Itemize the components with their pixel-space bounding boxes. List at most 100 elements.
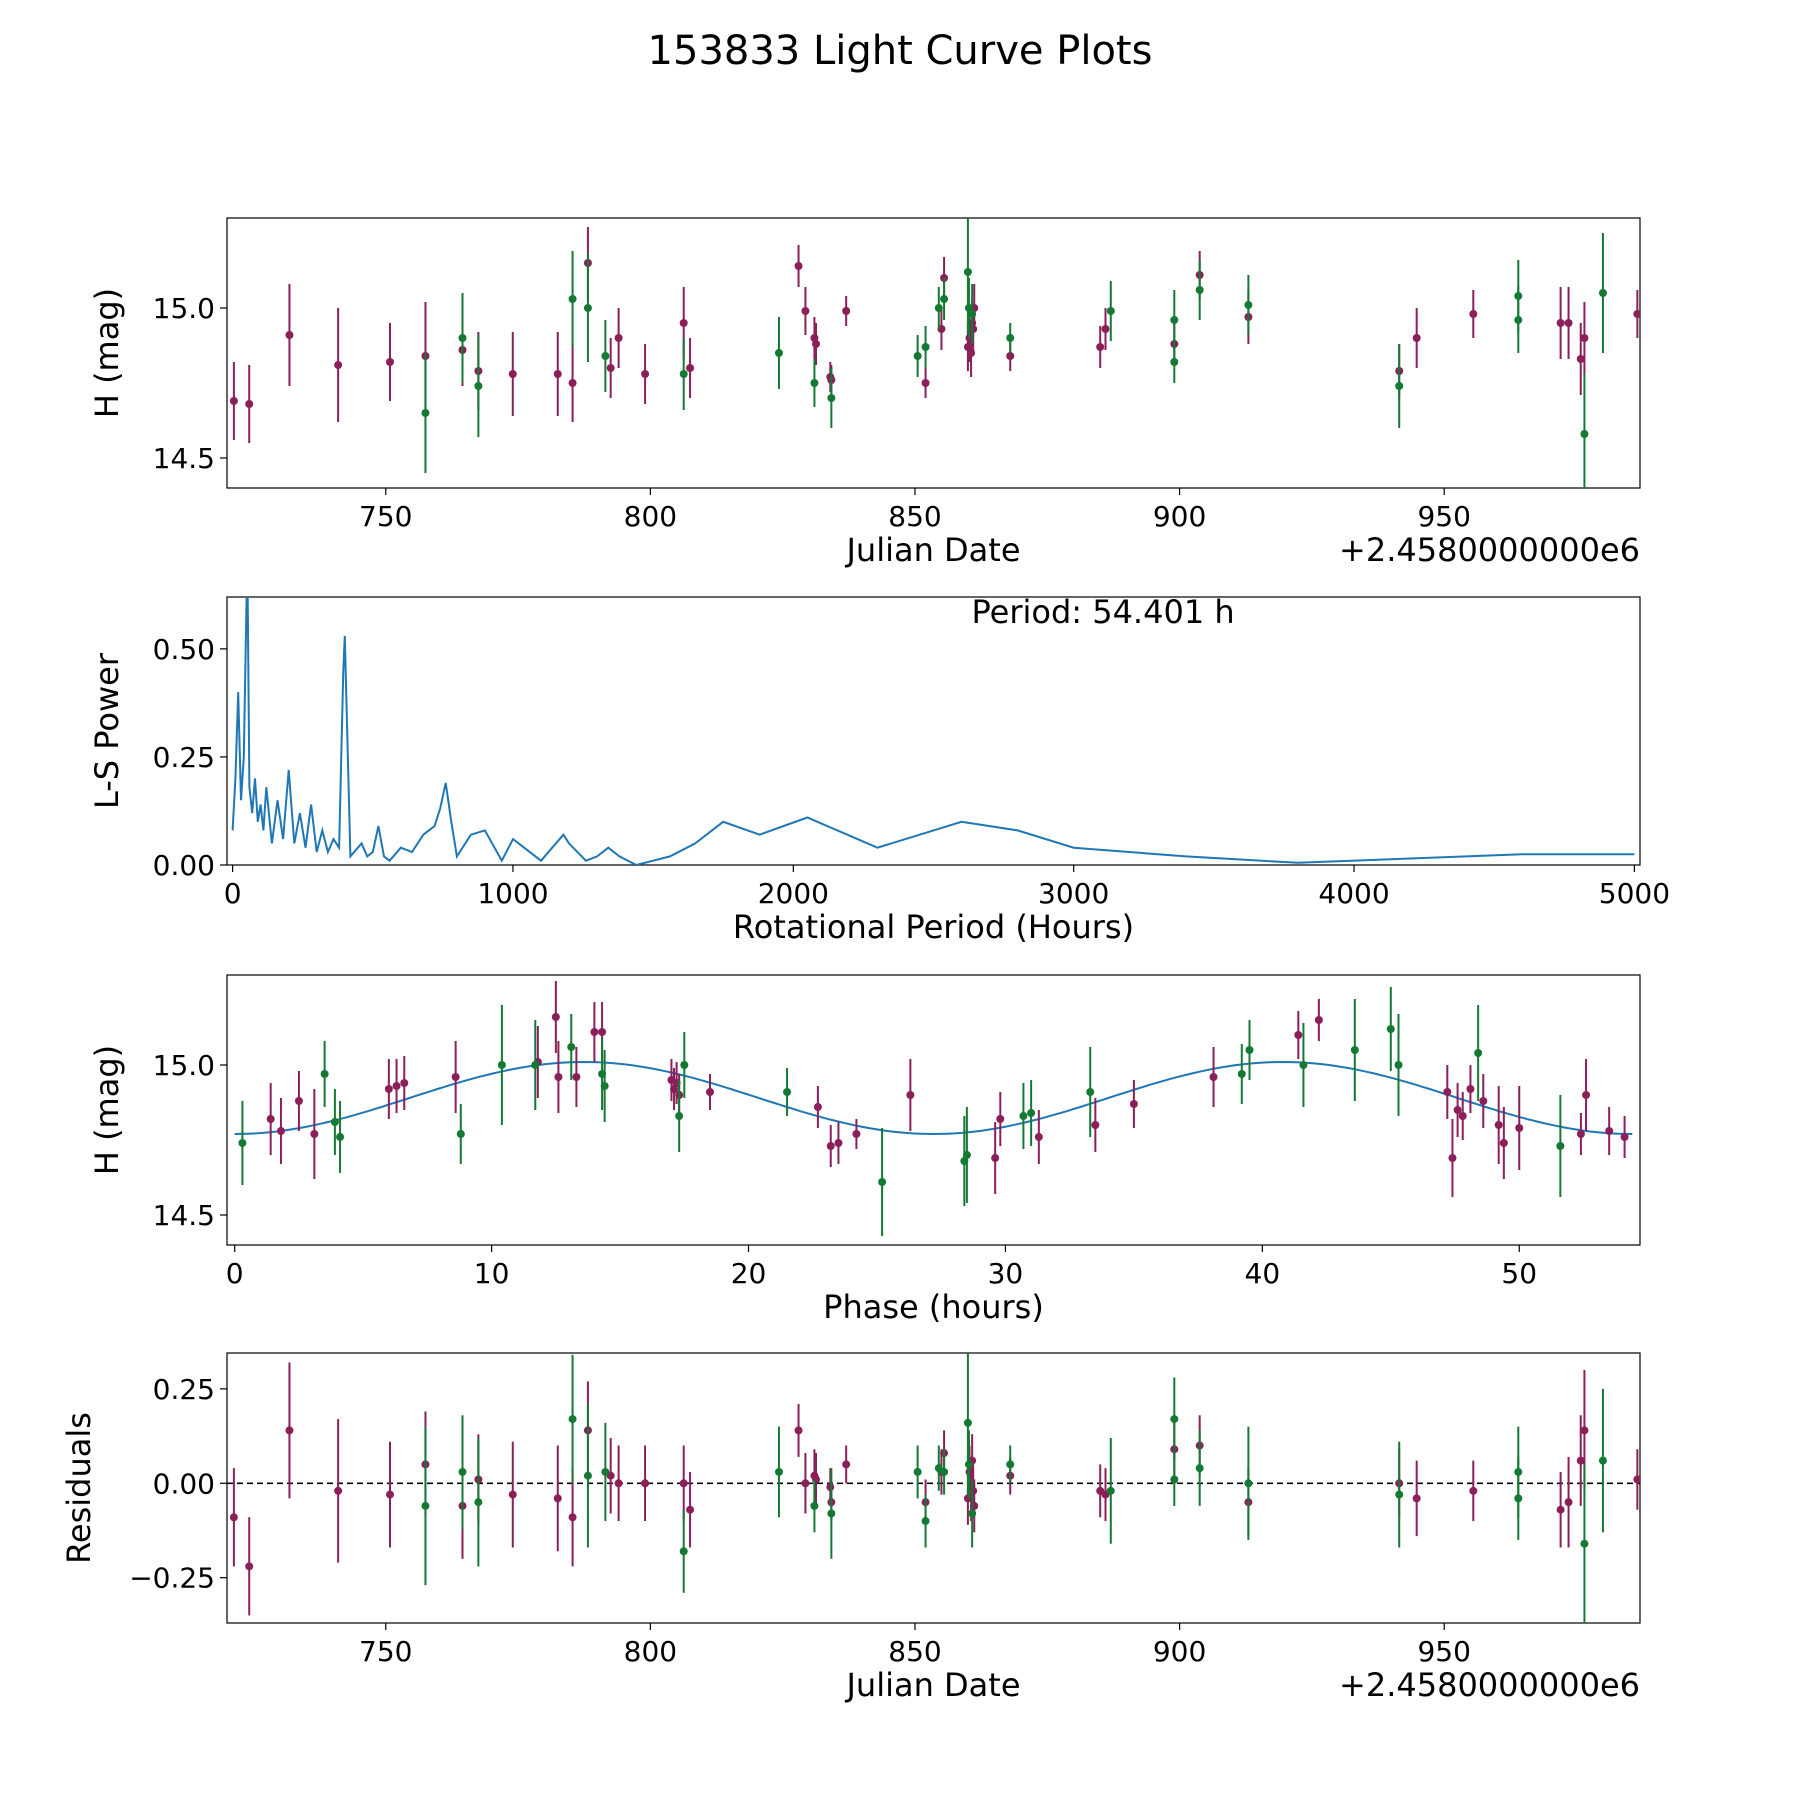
- maroon-data-point: [572, 1073, 581, 1081]
- green-data-point: [878, 1178, 887, 1186]
- power-curve: [231, 597, 1635, 865]
- y-tick-label: 15.0: [153, 1049, 215, 1082]
- period-annotation: Period: 54.401 h: [971, 593, 1234, 631]
- y-tick-label: 0.00: [153, 1467, 215, 1500]
- green-data-point: [1237, 1070, 1246, 1078]
- maroon-data-point: [554, 1073, 563, 1081]
- maroon-data-point: [1576, 1130, 1585, 1138]
- maroon-data-point: [1515, 1124, 1524, 1132]
- x-tick-label: 0: [224, 877, 242, 910]
- green-data-point: [1244, 301, 1253, 309]
- x-offset-label: +2.4580000000e6: [1339, 1666, 1640, 1704]
- maroon-data-point: [679, 319, 688, 327]
- plot-area: [227, 1353, 1640, 1623]
- green-data-point: [921, 343, 930, 351]
- green-data-point: [1195, 286, 1204, 294]
- green-data-point: [238, 1139, 247, 1147]
- maroon-data-point: [568, 379, 577, 387]
- maroon-data-point: [1633, 1475, 1640, 1484]
- maroon-data-point: [1556, 319, 1565, 327]
- green-data-point: [1395, 1490, 1404, 1499]
- maroon-data-point: [551, 1013, 560, 1021]
- x-tick-label: 4000: [1318, 877, 1389, 910]
- maroon-data-point: [1469, 310, 1478, 318]
- green-data-point: [1299, 1061, 1308, 1069]
- maroon-data-point: [310, 1130, 319, 1138]
- maroon-data-point: [334, 361, 343, 369]
- x-tick-label: 1000: [477, 877, 548, 910]
- maroon-data-point: [801, 307, 810, 315]
- maroon-data-point: [1576, 1456, 1585, 1465]
- maroon-data-point: [568, 1513, 577, 1522]
- green-data-point: [456, 1130, 465, 1138]
- x-offset-label: +2.4580000000e6: [1339, 531, 1640, 569]
- x-tick-label: 800: [624, 1635, 677, 1668]
- green-data-point: [336, 1133, 345, 1141]
- green-data-point: [1027, 1109, 1036, 1117]
- maroon-data-point: [451, 1073, 460, 1081]
- maroon-data-point: [996, 1115, 1005, 1123]
- maroon-data-point: [1479, 1097, 1488, 1105]
- green-data-point: [1514, 1494, 1523, 1503]
- panel-2: [220, 596, 1641, 872]
- fit-curve: [234, 1060, 1633, 1136]
- green-data-point: [458, 1467, 467, 1476]
- green-data-point: [964, 1460, 973, 1469]
- maroon-data-point: [400, 1079, 409, 1087]
- green-data-point: [474, 1498, 483, 1507]
- green-data-point: [679, 370, 688, 378]
- maroon-data-point: [1576, 355, 1585, 363]
- maroon-data-point: [606, 364, 615, 372]
- x-tick-label: 900: [1153, 1635, 1206, 1668]
- green-data-point: [963, 268, 972, 276]
- green-data-point: [1386, 1025, 1395, 1033]
- green-data-point: [1395, 382, 1404, 390]
- plot-area: [234, 981, 1633, 1236]
- y-tick-label: 14.5: [153, 1199, 215, 1232]
- maroon-data-point: [686, 1505, 695, 1514]
- maroon-data-point: [294, 1097, 303, 1105]
- green-data-point: [421, 1501, 430, 1510]
- green-data-point: [1580, 430, 1589, 438]
- x-tick-label: 3000: [1038, 877, 1109, 910]
- maroon-data-point: [1499, 1139, 1508, 1147]
- maroon-data-point: [921, 379, 930, 387]
- maroon-data-point: [508, 1490, 517, 1499]
- green-data-point: [421, 409, 430, 417]
- maroon-data-point: [826, 1142, 835, 1150]
- x-tick-label: 950: [1417, 1635, 1470, 1668]
- y-tick-label: 0.25: [153, 1373, 215, 1406]
- maroon-data-point: [834, 1139, 843, 1147]
- maroon-data-point: [1453, 1106, 1462, 1114]
- green-data-point: [474, 382, 483, 390]
- green-data-point: [497, 1061, 506, 1069]
- y-axis-label: Residuals: [60, 1412, 98, 1564]
- maroon-data-point: [991, 1154, 1000, 1162]
- x-tick-label: 50: [1501, 1257, 1537, 1290]
- green-data-point: [940, 1467, 949, 1476]
- x-tick-label: 900: [1153, 500, 1206, 533]
- green-data-point: [913, 1467, 922, 1476]
- maroon-data-point: [1101, 325, 1110, 333]
- maroon-data-point: [266, 1115, 275, 1123]
- green-data-point: [568, 295, 577, 303]
- green-data-point: [458, 334, 467, 342]
- maroon-data-point: [1034, 1133, 1043, 1141]
- y-axis-label: H (mag): [88, 1045, 126, 1175]
- maroon-data-point: [705, 1088, 714, 1096]
- maroon-data-point: [392, 1082, 401, 1090]
- x-tick-label: 20: [731, 1257, 767, 1290]
- y-tick-label: 0.00: [153, 849, 215, 882]
- maroon-data-point: [1605, 1127, 1614, 1135]
- green-data-point: [583, 1471, 592, 1480]
- green-data-point: [1086, 1088, 1095, 1096]
- maroon-data-point: [1556, 1505, 1565, 1514]
- y-axis-label: H (mag): [88, 288, 126, 418]
- green-data-point: [568, 1415, 577, 1424]
- maroon-data-point: [801, 1479, 810, 1488]
- green-data-point: [1598, 289, 1607, 297]
- maroon-data-point: [553, 1494, 562, 1503]
- axes-frame: [226, 596, 1641, 866]
- green-data-point: [940, 295, 949, 303]
- maroon-data-point: [1466, 1085, 1475, 1093]
